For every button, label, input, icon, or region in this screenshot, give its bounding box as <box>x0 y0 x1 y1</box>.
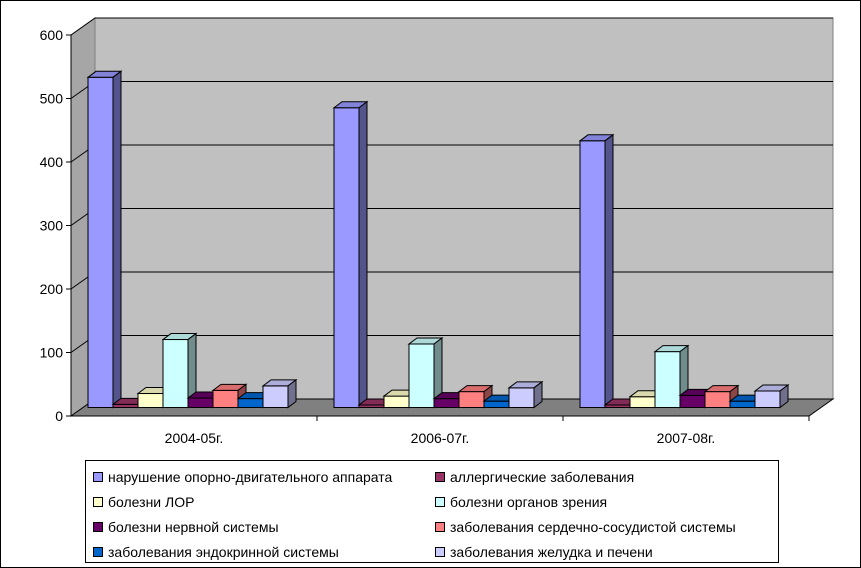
bar <box>483 400 510 408</box>
legend-swatch <box>435 547 445 557</box>
chart-legend: нарушение опорно-двигательного аппарата а… <box>85 460 779 563</box>
bar <box>137 393 164 408</box>
legend-item: нарушение опорно-двигательного аппарата <box>93 467 392 487</box>
legend-item: болезни органов зрения <box>435 492 607 512</box>
y-tick-label: 400 <box>40 154 64 170</box>
chart-plot: 0 100 200 300 400 500 600 2004-05г. 2006-07г. 200… <box>40 17 835 446</box>
bar <box>629 396 656 408</box>
bar <box>729 400 756 408</box>
legend-swatch <box>93 472 103 482</box>
bar-side <box>533 380 543 409</box>
legend-swatch <box>93 522 103 532</box>
bar-side <box>287 378 297 409</box>
legend-swatch <box>435 522 445 532</box>
bar <box>212 389 239 409</box>
bar-side <box>112 70 122 409</box>
bar <box>508 387 535 409</box>
gridline-side <box>70 17 96 36</box>
bar <box>237 398 264 408</box>
legend-label: заболевания сердечно-сосудистой системы <box>450 519 736 535</box>
y-tick-label: 300 <box>40 218 64 234</box>
legend-label: заболевания желудка и печени <box>450 544 653 560</box>
legend-label: нарушение опорно-двигательного аппарата <box>108 469 393 485</box>
legend-item: аллергические заболевания <box>435 467 634 487</box>
legend-item: заболевания эндокринной системы <box>93 542 339 562</box>
y-tick-label: 100 <box>40 345 64 361</box>
legend-label: болезни нервной системы <box>108 519 279 535</box>
bar <box>262 385 289 409</box>
bar <box>654 351 681 408</box>
bar <box>408 343 435 408</box>
legend-swatch <box>93 497 103 507</box>
bar <box>754 390 781 408</box>
x-tick-label: 2007-08г. <box>657 430 716 446</box>
legend-item: болезни ЛОР <box>93 492 194 512</box>
y-tick-label: 600 <box>40 27 64 43</box>
bar <box>579 140 606 409</box>
y-tick-label: 500 <box>40 91 64 107</box>
legend-swatch <box>435 472 445 482</box>
bar <box>704 391 731 408</box>
x-tick-label: 2004-05г. <box>165 430 224 446</box>
bar <box>87 76 114 409</box>
bar <box>679 394 706 408</box>
legend-label: болезни органов зрения <box>450 494 608 510</box>
bar-side <box>604 133 614 409</box>
bar <box>433 398 460 408</box>
legend-label: болезни ЛОР <box>108 494 195 510</box>
bar-side <box>358 100 368 409</box>
legend-item: болезни нервной системы <box>93 517 279 537</box>
y-tick-label: 200 <box>40 281 64 297</box>
y-tick-label: 0 <box>55 408 63 424</box>
bar <box>458 391 485 408</box>
legend-label: аллергические заболевания <box>450 469 635 485</box>
legend-swatch <box>435 497 445 507</box>
bar <box>187 397 214 409</box>
legend-item: заболевания желудка и печени <box>435 542 653 562</box>
bar <box>383 395 410 409</box>
legend-item: заболевания сердечно-сосудистой системы <box>435 517 736 537</box>
x-tick-label: 2006-07г. <box>411 430 470 446</box>
legend-swatch <box>93 547 103 557</box>
bar <box>162 339 189 408</box>
bar-side <box>779 383 789 409</box>
bar <box>333 107 360 408</box>
legend-label: заболевания эндокринной системы <box>108 544 339 560</box>
